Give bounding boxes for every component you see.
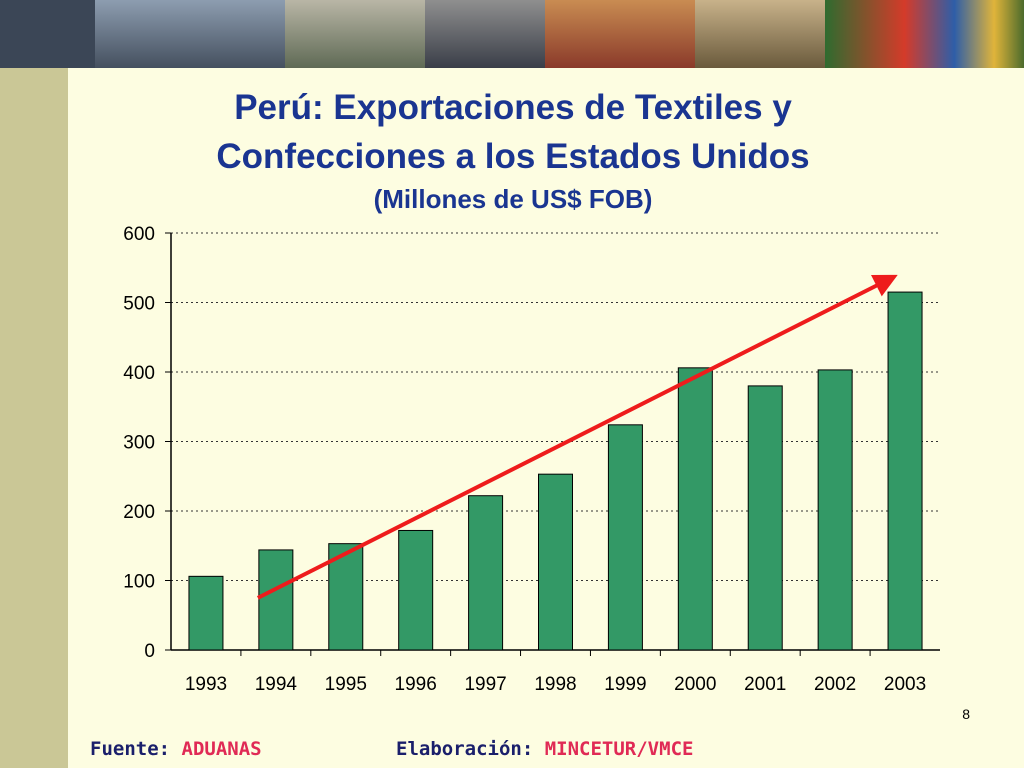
footer-elaboration-label: Elaboración: [396,738,534,760]
y-tick-label: 400 [123,363,155,384]
bar-2002 [817,369,853,651]
x-tick-label: 1997 [464,674,506,695]
x-tick-label: 2000 [674,674,716,695]
bar-1997 [468,495,504,651]
bar-1994 [258,549,294,651]
bar-1993 [188,575,224,651]
chart-title-line1: Perú: Exportaciones de Textiles y [234,88,792,127]
x-tick-label: 1993 [185,674,227,695]
x-tick-label: 2001 [744,674,786,695]
x-tick-label: 1996 [395,674,437,695]
x-tick-label: 1995 [325,674,367,695]
footer-source-value: ADUANAS [181,738,262,760]
footer-source: Fuente: ADUANAS [90,738,262,760]
x-tick-label: 1998 [534,674,576,695]
y-tick-label: 500 [123,294,155,315]
footer-elaboration-value: MINCETUR/VMCE [544,738,694,760]
bar-2003 [887,291,923,651]
bar-1999 [607,424,643,651]
y-tick-label: 600 [123,224,155,245]
bar-2000 [677,367,713,651]
footer-source-label: Fuente: [90,738,171,760]
trend-arrow [256,274,898,600]
chart-title-line2: Confecciones a los Estados Unidos [216,137,810,176]
left-decor-band [0,68,68,768]
bar-2001 [747,385,783,651]
x-tick-label: 1994 [255,674,298,695]
x-tick-label: 2002 [814,674,856,695]
bar-1998 [538,473,573,651]
slide-number: 8 [962,706,970,722]
x-tick-label: 1999 [604,674,646,695]
y-tick-label: 300 [123,433,155,454]
y-tick-label: 0 [144,641,155,662]
x-tick-label: 2003 [884,674,926,695]
footer-elaboration: Elaboración: MINCETUR/VMCE [396,738,693,760]
chart-subtitle: (Millones de US$ FOB) [373,184,653,214]
y-tick-label: 100 [123,572,155,593]
y-tick-label: 200 [123,502,155,523]
header-photo-strip [0,0,1024,68]
bar-1996 [398,529,434,651]
